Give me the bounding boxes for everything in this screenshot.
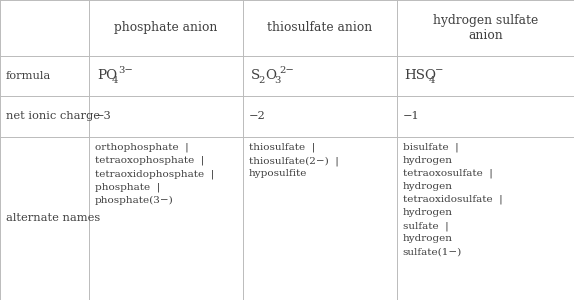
Text: bisulfate  |
hydrogen
tetraoxosulfate  |
hydrogen
tetraoxidosulfate  |
hydrogen
: bisulfate | hydrogen tetraoxosulfate | h… xyxy=(402,142,502,256)
Text: 4: 4 xyxy=(112,76,118,85)
Text: −1: −1 xyxy=(402,111,420,121)
Text: PO: PO xyxy=(97,69,117,82)
Text: thiosulfate anion: thiosulfate anion xyxy=(267,21,373,34)
Text: 3: 3 xyxy=(274,76,280,85)
Text: HSO: HSO xyxy=(405,69,437,82)
Text: hydrogen sulfate
anion: hydrogen sulfate anion xyxy=(433,14,538,42)
Text: O: O xyxy=(265,69,276,82)
Text: −: − xyxy=(435,66,443,75)
Text: 4: 4 xyxy=(429,76,435,85)
Text: 2−: 2− xyxy=(280,66,294,75)
Text: −2: −2 xyxy=(249,111,266,121)
Text: phosphate anion: phosphate anion xyxy=(114,21,218,34)
Text: S: S xyxy=(251,69,260,82)
Text: 3−: 3− xyxy=(118,66,133,75)
Text: 2: 2 xyxy=(259,76,265,85)
Text: alternate names: alternate names xyxy=(6,213,100,223)
Text: orthophosphate  |
tetraoxophosphate  |
tetraoxidophosphate  |
phosphate  |
phosp: orthophosphate | tetraoxophosphate | tet… xyxy=(95,142,214,205)
Text: formula: formula xyxy=(6,71,51,81)
Text: net ionic charge: net ionic charge xyxy=(6,111,100,121)
Text: thiosulfate  |
thiosulfate(2−)  |
hyposulfite: thiosulfate | thiosulfate(2−) | hyposulf… xyxy=(249,142,339,178)
Text: −3: −3 xyxy=(95,111,112,121)
